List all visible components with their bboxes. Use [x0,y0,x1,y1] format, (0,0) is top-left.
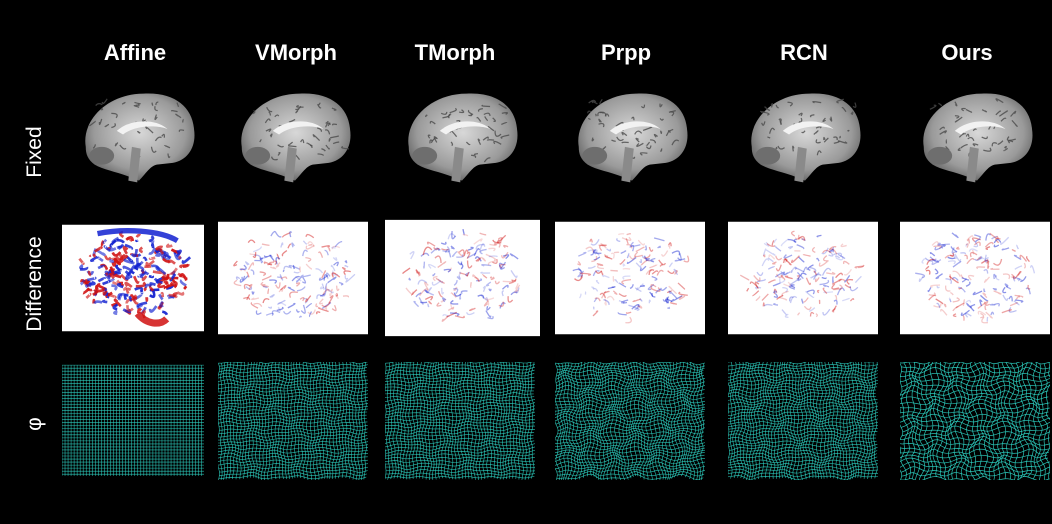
deformation-grid-affine [62,364,204,476]
difference-map-rcn [728,221,878,335]
row-label-fixed: Fixed [23,126,46,178]
row-label-difference: Difference [23,236,46,332]
difference-map-vmorph [218,221,368,335]
column-label-vmorph: VMorph [255,40,337,65]
fixed-image-rcn [751,93,861,183]
deformation-grid-tmorph [385,362,535,480]
deformation-grid-prpp [555,362,705,480]
brain-silhouette [578,93,688,181]
deformation-grid-vmorph [218,362,368,480]
difference-map-tmorph [385,219,540,337]
difference-map-affine [62,224,204,332]
brain-silhouette [923,93,1033,181]
column-label-tmorph: TMorph [414,40,496,65]
difference-map-prpp [555,221,705,335]
column-label-affine: Affine [103,40,167,65]
column-label-rcn: RCN [780,40,828,65]
deformation-grid-rcn [728,362,878,480]
fixed-image-ours [923,93,1033,183]
deformation-grid-ours [900,362,1050,480]
column-label-prpp: Prpp [600,40,652,65]
row-label-phi: φ [23,417,46,431]
fixed-image-prpp [578,93,688,183]
column-label-ours: Ours [941,40,993,65]
difference-map-ours [900,221,1050,335]
fixed-image-tmorph [408,93,518,183]
fixed-image-vmorph [241,93,351,183]
fixed-image-affine [85,93,195,183]
